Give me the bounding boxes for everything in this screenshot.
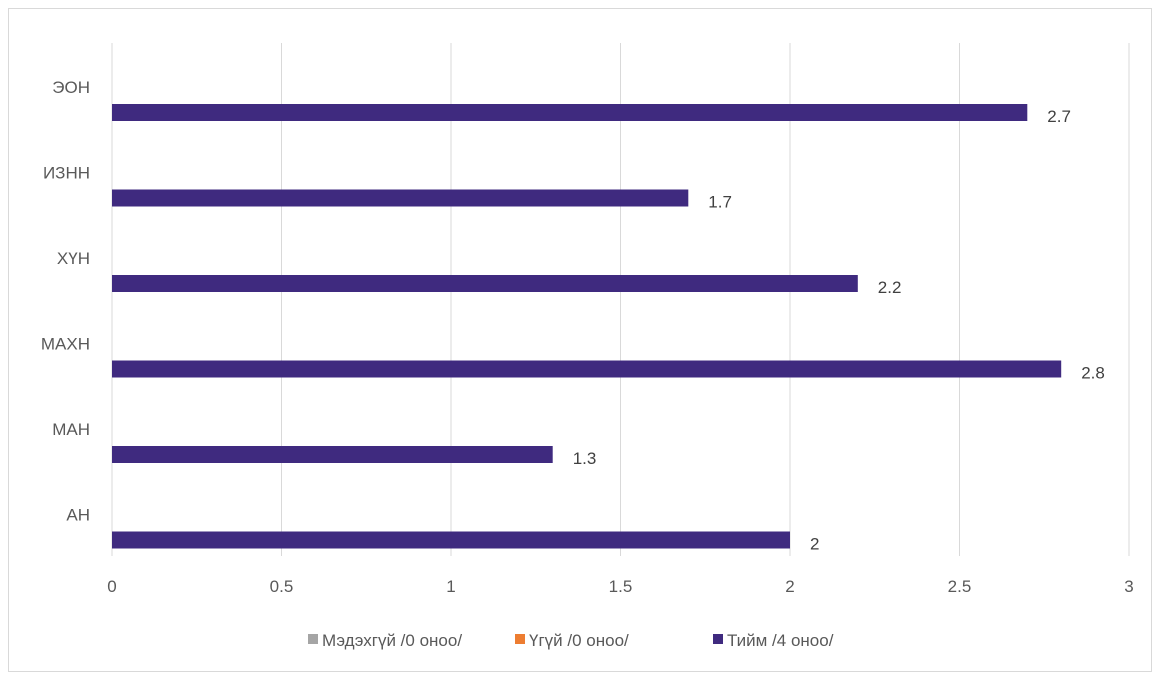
bar-МАН-series-2 — [112, 446, 553, 463]
gridlines — [111, 43, 1130, 556]
x-tick-label: 1.5 — [609, 577, 633, 596]
legend-swatch — [308, 634, 318, 644]
data-label: 2.2 — [878, 278, 902, 297]
bar-МАХН-series-2 — [112, 360, 1062, 378]
bar-ИЗНН-series-2 — [112, 189, 689, 207]
legend-label: Мэдэхгүй /0 оноо/ — [322, 631, 462, 650]
data-label: 1.3 — [573, 449, 597, 468]
bars — [112, 104, 1062, 549]
legend-swatch — [713, 634, 723, 644]
legend-swatch — [515, 634, 525, 644]
data-label: 1.7 — [708, 193, 732, 212]
y-tick-label: МАХН — [41, 335, 90, 354]
y-tick-label: ЭОН — [52, 78, 90, 97]
data-label: 2.8 — [1081, 364, 1105, 383]
x-tick-label: 0.5 — [270, 577, 294, 596]
legend-label: Үгүй /0 оноо/ — [529, 631, 629, 650]
y-tick-label: АН — [66, 506, 90, 525]
x-tick-label: 3 — [1124, 577, 1133, 596]
x-axis-ticks: 0 0.5 1 1.5 2 2.5 3 — [107, 577, 1133, 596]
y-tick-label: ХҮН — [57, 249, 90, 268]
legend: Мэдэхгүй /0 оноо/Үгүй /0 оноо/Тийм /4 он… — [308, 631, 834, 650]
data-label: 2.7 — [1047, 107, 1071, 126]
legend-label: Тийм /4 оноо/ — [727, 631, 834, 650]
x-tick-label: 2 — [785, 577, 794, 596]
y-axis-ticks: АН МАН МАХН ХҮН ИЗНН ЭОН — [41, 78, 90, 525]
x-tick-label: 2.5 — [948, 577, 972, 596]
bar-ЭОН-series-2 — [112, 104, 1028, 121]
bar-АН-series-2 — [112, 531, 790, 549]
bar-ХҮН-series-2 — [112, 275, 858, 292]
y-tick-label: ИЗНН — [43, 164, 90, 183]
y-tick-label: МАН — [52, 420, 90, 439]
data-labels: 2 1.3 2.8 2.2 1.7 2.7 — [573, 107, 1105, 554]
x-tick-label: 1 — [446, 577, 455, 596]
data-label: 2 — [810, 535, 819, 554]
x-tick-label: 0 — [107, 577, 116, 596]
